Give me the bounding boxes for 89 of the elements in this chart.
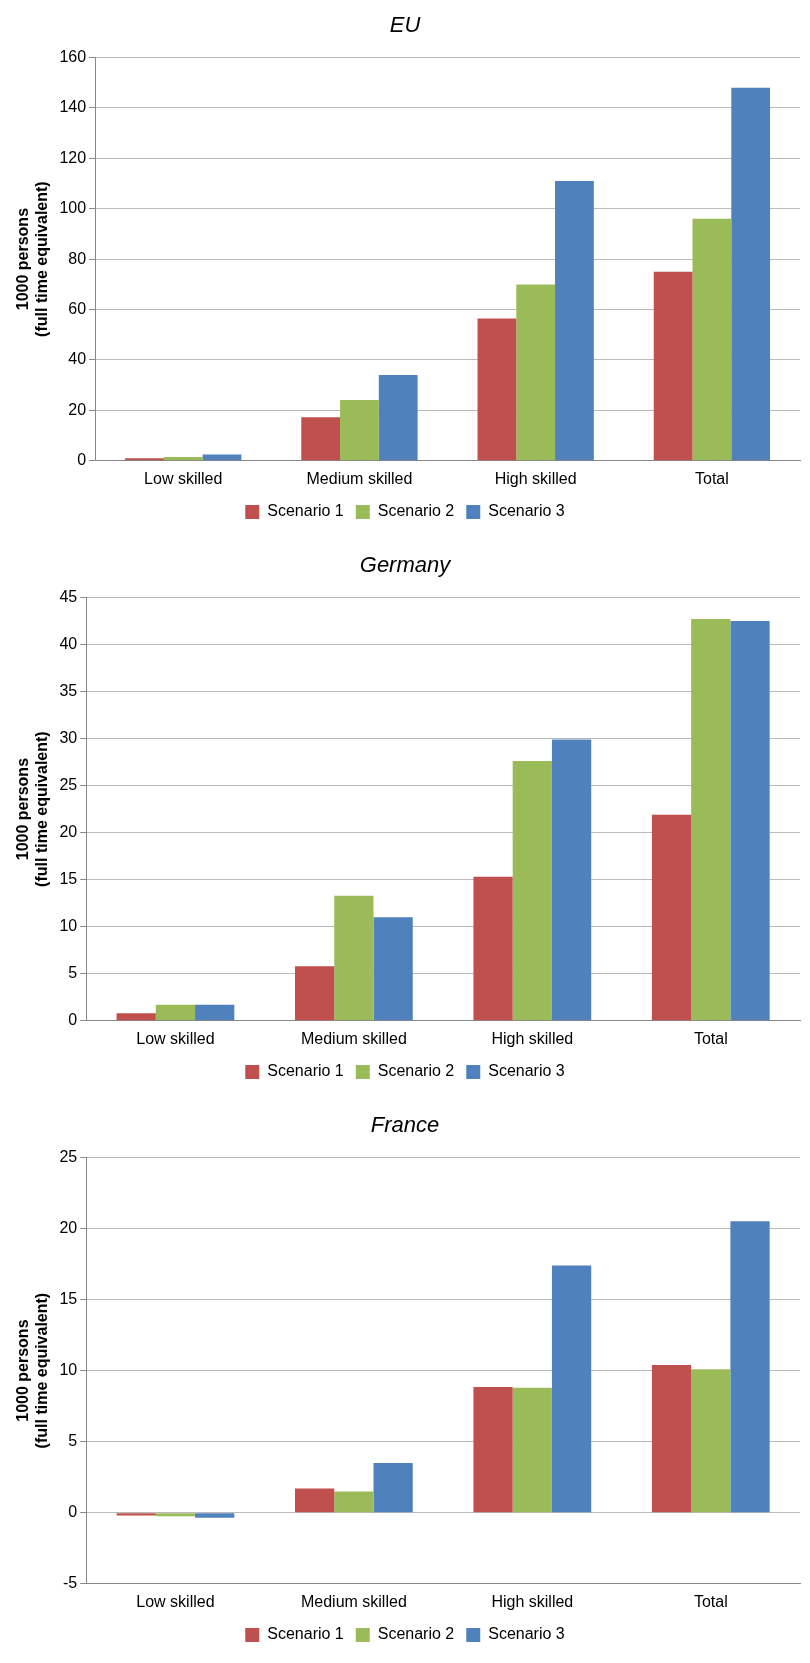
bar bbox=[334, 1491, 374, 1513]
x-tick-label: Medium skilled bbox=[300, 1029, 407, 1047]
y-tick-label: 0 bbox=[77, 451, 87, 469]
x-tick-label: Low skilled bbox=[144, 469, 223, 487]
bar bbox=[731, 87, 771, 461]
legend-label: Scenario 1 bbox=[267, 502, 344, 520]
bar bbox=[551, 739, 592, 1021]
bar bbox=[651, 1364, 692, 1513]
bar bbox=[691, 619, 731, 1021]
bar bbox=[195, 1004, 235, 1021]
y-tick-label: 20 bbox=[68, 400, 87, 418]
bar bbox=[163, 457, 203, 461]
bar bbox=[155, 1004, 196, 1021]
chart-title: EU bbox=[389, 12, 421, 38]
y-tick-label: 60 bbox=[68, 299, 87, 317]
bar bbox=[125, 458, 164, 461]
legend-label: Scenario 1 bbox=[267, 1625, 344, 1643]
y-tick-label: 15 bbox=[59, 1289, 78, 1307]
bar bbox=[730, 620, 770, 1021]
bar bbox=[378, 375, 418, 461]
y-tick-label: 25 bbox=[59, 1147, 78, 1165]
bar bbox=[116, 1513, 156, 1516]
y-tick-label: 45 bbox=[59, 587, 78, 605]
bar bbox=[340, 400, 379, 461]
x-tick-label: Low skilled bbox=[136, 1592, 215, 1610]
legend-label: Scenario 2 bbox=[377, 1062, 455, 1080]
bar bbox=[373, 1462, 413, 1513]
y-tick-label: 15 bbox=[59, 870, 78, 888]
bar bbox=[512, 1387, 552, 1513]
chart-title: Germany bbox=[359, 552, 453, 578]
x-tick-label: Medium skilled bbox=[300, 1592, 407, 1610]
bar bbox=[730, 1221, 770, 1513]
y-tick-label: 140 bbox=[59, 98, 87, 116]
bar bbox=[555, 180, 594, 461]
y-tick-label: 20 bbox=[59, 1218, 78, 1236]
bar bbox=[692, 218, 732, 461]
y-tick-label: 25 bbox=[59, 775, 78, 793]
bar bbox=[301, 417, 341, 461]
y-tick-label: 10 bbox=[59, 917, 78, 935]
y-tick-label: 5 bbox=[68, 964, 78, 982]
x-tick-label: Total bbox=[694, 469, 729, 487]
bar bbox=[202, 454, 242, 461]
bar bbox=[473, 1386, 513, 1513]
legend-label: Scenario 1 bbox=[267, 1062, 344, 1080]
y-tick-label: 30 bbox=[59, 728, 78, 746]
x-tick-label: High skilled bbox=[491, 1029, 574, 1047]
x-tick-label: Total bbox=[693, 1029, 728, 1047]
y-tick-label: 20 bbox=[59, 823, 78, 841]
x-tick-label: High skilled bbox=[494, 469, 577, 487]
y-tick-label: 100 bbox=[59, 199, 87, 217]
legend-label: Scenario 3 bbox=[488, 1062, 565, 1080]
bar bbox=[516, 284, 556, 461]
y-tick-label: 40 bbox=[59, 634, 78, 652]
bar bbox=[155, 1513, 196, 1517]
y-tick-label: 160 bbox=[59, 47, 87, 65]
y-tick-label: 10 bbox=[59, 1361, 78, 1379]
y-axis-title: 1000 persons (full time equivalent) bbox=[14, 1292, 51, 1449]
y-tick-label: 120 bbox=[59, 148, 87, 166]
x-tick-label: High skilled bbox=[491, 1592, 574, 1610]
legend-label: Scenario 3 bbox=[488, 1625, 565, 1643]
x-tick-label: Medium skilled bbox=[306, 469, 413, 487]
y-tick-label: 35 bbox=[59, 681, 78, 699]
y-tick-label: 0 bbox=[68, 1503, 78, 1521]
y-tick-label: 80 bbox=[68, 249, 87, 267]
bar bbox=[477, 318, 517, 461]
y-tick-label: 5 bbox=[68, 1432, 78, 1450]
bar bbox=[294, 966, 335, 1021]
y-tick-label: 0 bbox=[68, 1011, 78, 1029]
x-tick-label: Total bbox=[693, 1592, 728, 1610]
bar bbox=[653, 271, 693, 461]
bar bbox=[373, 917, 413, 1021]
chart-title: France bbox=[370, 1112, 440, 1138]
y-axis-title: 1000 persons (full time equivalent) bbox=[14, 181, 51, 337]
x-tick-label: Low skilled bbox=[136, 1029, 215, 1047]
bar bbox=[512, 761, 552, 1021]
bar bbox=[116, 1013, 156, 1021]
y-tick-label: -5 bbox=[62, 1574, 78, 1592]
bar bbox=[334, 895, 374, 1021]
legend-label: Scenario 3 bbox=[488, 502, 565, 520]
y-tick-label: 40 bbox=[68, 350, 87, 368]
bar bbox=[473, 876, 513, 1021]
bar bbox=[195, 1513, 235, 1518]
legend-label: Scenario 2 bbox=[377, 502, 455, 520]
bar bbox=[551, 1265, 592, 1513]
bar bbox=[294, 1488, 335, 1513]
y-axis-title: 1000 persons (full time equivalent) bbox=[14, 731, 51, 887]
bar bbox=[651, 814, 692, 1021]
bar bbox=[691, 1369, 731, 1513]
legend-label: Scenario 2 bbox=[377, 1625, 455, 1643]
